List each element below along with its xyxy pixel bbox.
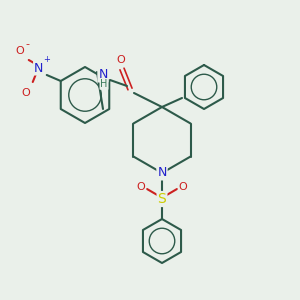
Text: -: - — [26, 39, 30, 49]
Text: O: O — [21, 88, 30, 98]
Text: H: H — [100, 79, 108, 89]
Text: O: O — [15, 46, 24, 56]
Text: +: + — [43, 56, 50, 64]
Text: O: O — [178, 182, 188, 192]
Text: O: O — [136, 182, 146, 192]
Text: N: N — [98, 68, 108, 82]
Text: O: O — [117, 55, 125, 65]
Text: S: S — [158, 192, 166, 206]
Text: N: N — [157, 167, 167, 179]
Text: N: N — [34, 61, 44, 74]
